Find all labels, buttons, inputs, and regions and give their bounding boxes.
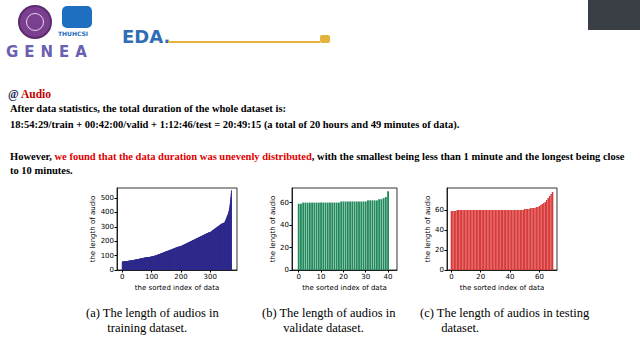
html-text:After data statistics, the tot: After data statistics, the total duratio… (10, 103, 286, 114)
svg-text:30: 30 (361, 273, 370, 281)
svg-text:0: 0 (440, 266, 444, 274)
html-text:(a) The length of audios in tr: (a) The length of audios in training dat… (86, 306, 219, 335)
svg-text:400: 400 (101, 208, 114, 216)
html-text:EDA.: EDA. (122, 26, 171, 47)
svg-text:0: 0 (296, 273, 300, 281)
svg-text:10: 10 (317, 273, 326, 281)
svg-text:the length of audio: the length of audio (269, 196, 277, 263)
svg-text:300: 300 (204, 273, 217, 281)
svg-text:300: 300 (101, 223, 114, 231)
svg-text:0: 0 (285, 266, 289, 274)
svg-text:20: 20 (435, 246, 444, 254)
svg-text:0: 0 (449, 273, 453, 281)
svg-text:200: 200 (101, 237, 114, 245)
html-text:18:54:29/train + 00:42:00/vali: 18:54:29/train + 00:42:00/valid + 1:12:4… (10, 119, 460, 130)
svg-text:0: 0 (110, 266, 114, 274)
html-text:@ Audio: @ Audio (8, 88, 51, 100)
svg-text:100: 100 (101, 252, 114, 260)
svg-text:20: 20 (339, 273, 348, 281)
svg-text:the length of audio: the length of audio (89, 196, 97, 263)
svg-text:20: 20 (476, 273, 485, 281)
html-text:GENEA: GENEA (6, 43, 93, 61)
svg-text:the sorted index of data: the sorted index of data (135, 284, 219, 292)
svg-text:40: 40 (435, 226, 444, 234)
svg-text:40: 40 (280, 221, 289, 229)
svg-text:the sorted index of data: the sorted index of data (460, 284, 544, 292)
svg-text:20: 20 (280, 244, 289, 252)
svg-text:500: 500 (101, 194, 114, 202)
html-text:(c) The length of audios in te: (c) The length of audios in testing data… (420, 306, 590, 335)
svg-text:200: 200 (174, 273, 187, 281)
svg-text:0: 0 (120, 273, 124, 281)
svg-text:the sorted index of data: the sorted index of data (302, 284, 386, 292)
svg-text:the length of audio: the length of audio (424, 196, 432, 263)
svg-text:100: 100 (145, 273, 158, 281)
svg-text:60: 60 (535, 273, 544, 281)
svg-text:60: 60 (280, 199, 289, 207)
svg-text:40: 40 (506, 273, 515, 281)
svg-text:60: 60 (435, 206, 444, 214)
html-text:(b) The length of audios in va: (b) The length of audios in validate dat… (262, 306, 396, 335)
svg-text:40: 40 (384, 273, 393, 281)
html-text:THUHCSI: THUHCSI (58, 30, 89, 37)
html-text:However, we found that the dat: However, we found that the data duration… (10, 151, 625, 176)
